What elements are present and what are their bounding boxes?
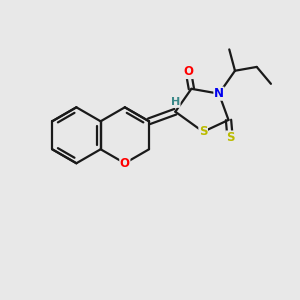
Text: S: S [199, 125, 207, 138]
Text: H: H [171, 97, 180, 107]
Text: N: N [214, 87, 224, 100]
Text: S: S [226, 131, 234, 144]
Text: O: O [120, 157, 130, 170]
Text: O: O [183, 65, 194, 79]
